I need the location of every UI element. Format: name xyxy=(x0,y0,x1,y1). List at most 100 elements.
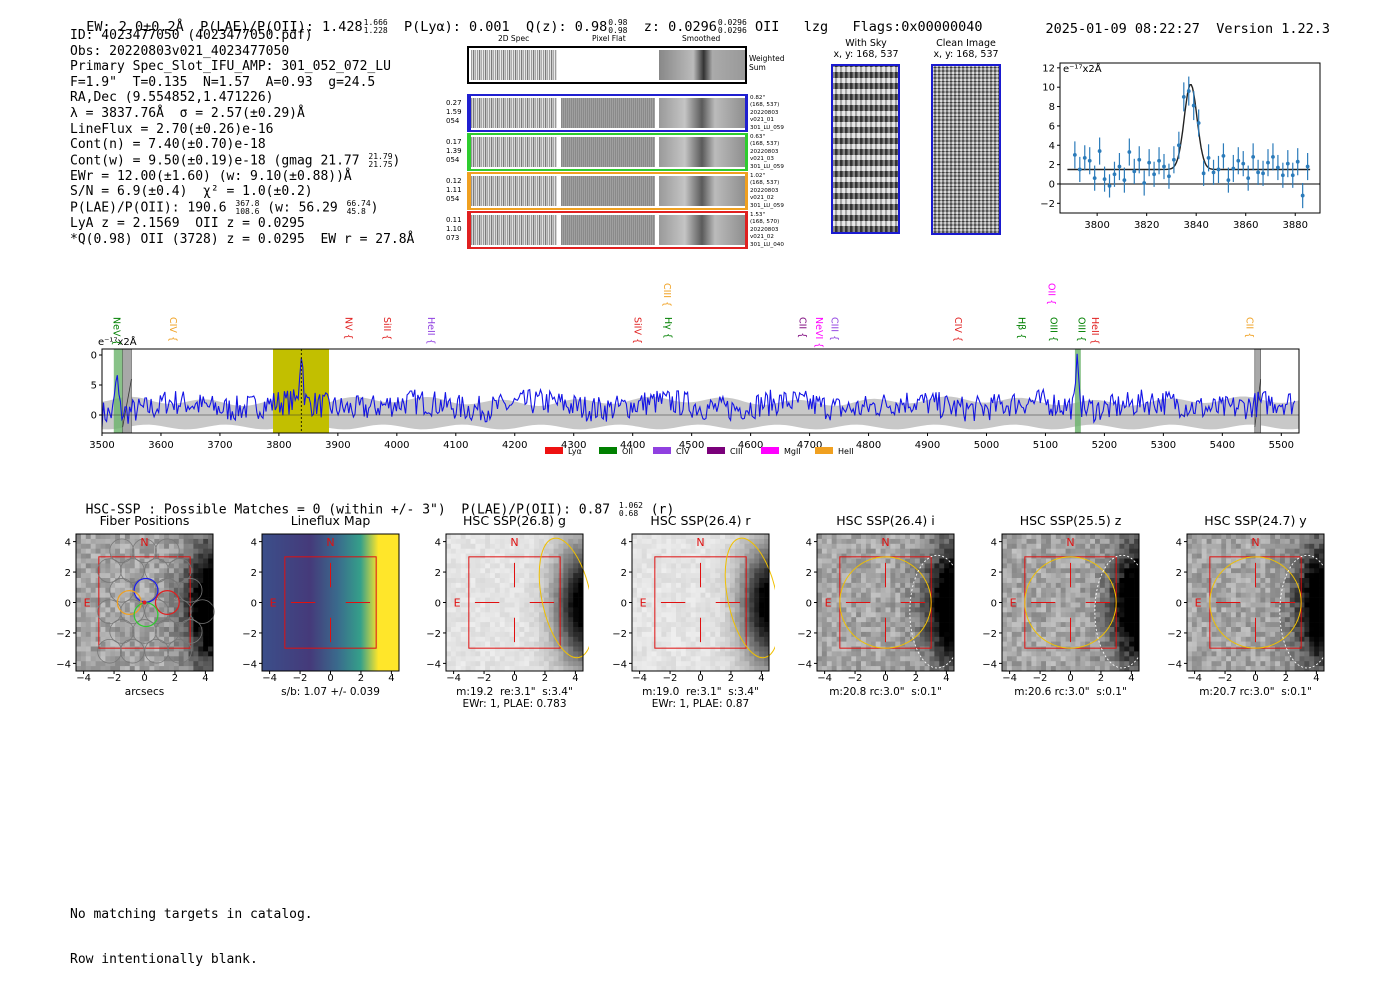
cutout-pixel xyxy=(149,534,154,539)
cutout-pixel xyxy=(1095,656,1100,661)
cutout-pixel xyxy=(466,637,471,642)
cutout-pixel xyxy=(686,632,691,637)
cutout-pixel xyxy=(759,603,764,608)
cutout-pixel xyxy=(485,642,490,647)
zoom-data-point xyxy=(1132,169,1136,173)
cutout-pixel xyxy=(876,612,881,617)
panel-xtick-label: 2 xyxy=(351,673,371,684)
cutout-pixel xyxy=(710,622,715,627)
cutout-pixel xyxy=(174,568,179,573)
cutout-pixel xyxy=(1236,632,1241,637)
cutout-pixel xyxy=(573,578,578,583)
cutout-pixel xyxy=(934,568,939,573)
cutout-pixel xyxy=(91,539,96,544)
cutout-pixel xyxy=(886,656,891,661)
cutout-pixel xyxy=(934,583,939,588)
cutout-pixel xyxy=(1110,593,1115,598)
cutout-pixel xyxy=(193,661,198,666)
cutout-pixel xyxy=(759,578,764,583)
line-label-text: CIV { xyxy=(952,317,963,342)
cutout-pixel xyxy=(1027,632,1032,637)
cutout-pixel xyxy=(81,573,86,578)
cutout-pixel xyxy=(890,607,895,612)
cutout-pixel xyxy=(466,578,471,583)
cutout-pixel xyxy=(866,622,871,627)
cutout-pixel xyxy=(1031,549,1036,554)
cutout-pixel xyxy=(485,651,490,656)
cutout-pixel xyxy=(549,583,554,588)
cutout-pixel xyxy=(510,549,515,554)
cutout-smoothed xyxy=(659,137,745,167)
info-plae-w: (w: 56.29 xyxy=(267,201,337,216)
cutout-pixel xyxy=(1105,642,1110,647)
panel-ytick-label: −2 xyxy=(426,629,441,640)
cutout-pixel xyxy=(1012,661,1017,666)
cutout-pixel xyxy=(715,627,720,632)
cutout-pixel xyxy=(701,563,706,568)
cutout-pixel xyxy=(1202,559,1207,564)
cutout-pixel xyxy=(939,656,944,661)
cutout-pixel xyxy=(681,651,686,656)
cutout-pixel xyxy=(475,549,480,554)
cutout-pixel xyxy=(515,642,520,647)
cutout-pixel xyxy=(91,559,96,564)
cutout-pixel xyxy=(1080,593,1085,598)
line-label: OIII { xyxy=(1076,317,1087,342)
cutout-pixel xyxy=(876,637,881,642)
cutout-pixel xyxy=(686,578,691,583)
zoom-data-point xyxy=(1192,104,1196,108)
cutout-pixel xyxy=(846,637,851,642)
cutout-pixel xyxy=(1221,554,1226,559)
cutout-pixel xyxy=(515,637,520,642)
cutout-pixel xyxy=(1192,554,1197,559)
cutout-pixel xyxy=(832,607,837,612)
cutout-pixel xyxy=(837,622,842,627)
cutout-pixel xyxy=(691,656,696,661)
cutout-pixel xyxy=(135,651,140,656)
cutout-pixel xyxy=(934,607,939,612)
cutout-pixel xyxy=(549,647,554,652)
cutout-pixel xyxy=(1207,637,1212,642)
cutout-pixel xyxy=(159,632,164,637)
cutout-pixel xyxy=(720,549,725,554)
cutout-pixel xyxy=(1017,534,1022,539)
cutout-pixel xyxy=(817,603,822,608)
cutout-pixel xyxy=(451,647,456,652)
cutout-pixel xyxy=(696,607,701,612)
cutout-pixel xyxy=(1061,559,1066,564)
cutout-pixel xyxy=(944,642,949,647)
cutout-pixel xyxy=(632,627,637,632)
cutout-pixel xyxy=(1071,642,1076,647)
cutout-pixel xyxy=(563,573,568,578)
cutout-pixel xyxy=(105,617,110,622)
cutout-pixel xyxy=(1017,603,1022,608)
cutout-pixel xyxy=(451,554,456,559)
cutout-pixel xyxy=(930,583,935,588)
cutout-pixel xyxy=(563,622,568,627)
cutout-pixel xyxy=(480,573,485,578)
cutout-pixel xyxy=(817,627,822,632)
cutout-pixel xyxy=(876,661,881,666)
cutout-pixel xyxy=(1226,588,1231,593)
cutout-pixel xyxy=(544,573,549,578)
cutout-pixel xyxy=(1221,647,1226,652)
cutout-pixel xyxy=(466,603,471,608)
cutout-pixel xyxy=(925,544,930,549)
cutout-pixel xyxy=(480,651,485,656)
cutout-pixel xyxy=(534,573,539,578)
cutout-pixel xyxy=(1202,651,1207,656)
cutout-pixel xyxy=(676,627,681,632)
cutout-pixel xyxy=(559,661,564,666)
legend-label: HeII xyxy=(838,447,854,456)
cutout-pixel xyxy=(720,651,725,656)
cutout-pixel xyxy=(856,612,861,617)
cutout-pixel xyxy=(466,539,471,544)
cutout-pixel xyxy=(559,612,564,617)
cutout-pixel xyxy=(1119,632,1124,637)
cutout-pixel xyxy=(686,549,691,554)
cutout-pixel xyxy=(485,539,490,544)
panel-xtick-label: 4 xyxy=(936,673,956,684)
cutout-pixel xyxy=(1027,637,1032,642)
cutout-pixel xyxy=(135,573,140,578)
